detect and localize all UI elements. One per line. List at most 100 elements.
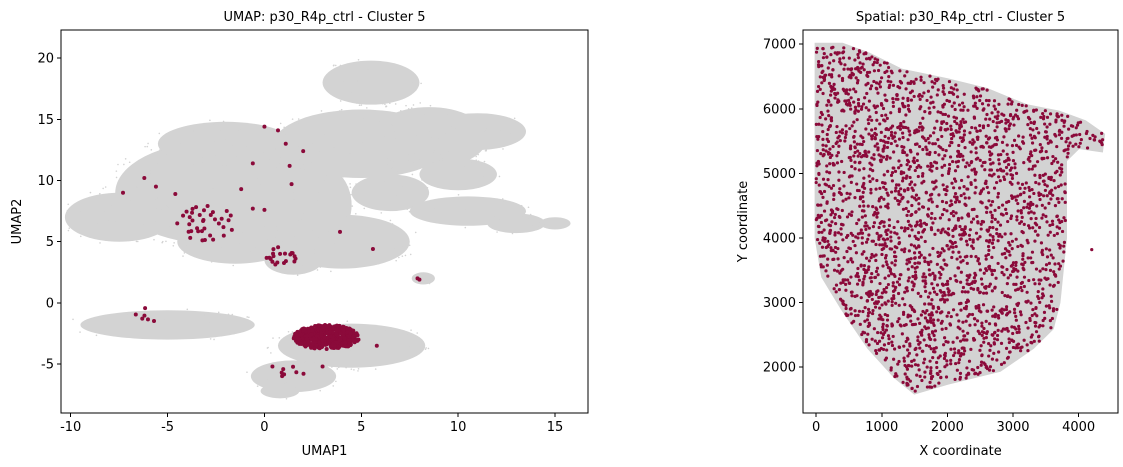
umap-background-point [291,136,294,138]
spatial-cluster5-point [902,344,906,348]
spatial-cluster5-point [826,66,830,70]
umap-background-point [141,220,144,223]
umap-background-point [92,329,95,331]
spatial-cluster5-point [910,364,914,368]
spatial-cluster5-point [1028,195,1032,199]
spatial-cluster5-point [987,99,991,103]
umap-background-point [311,141,314,144]
spatial-cluster5-point [893,245,897,249]
umap-background-point [414,142,417,145]
umap-background-point [107,200,110,203]
spatial-cluster5-point [883,301,887,305]
spatial-cluster5-point [901,135,905,140]
umap-background-point [414,200,416,202]
umap-background-point [333,243,336,246]
spatial-cluster5-point [1002,273,1006,277]
umap-background-point [131,327,133,330]
spatial-cluster5-point [1050,219,1055,223]
umap-background-point [401,186,403,188]
umap-background-point [279,396,282,398]
spatial-cluster5-point [977,306,981,310]
spatial-cluster5-point [1040,248,1044,252]
spatial-cluster5-point [954,244,958,249]
spatial-cluster5-point [1029,217,1033,221]
umap-background-point [196,245,198,247]
umap-background-point [358,227,360,229]
umap-background-point [524,213,526,216]
spatial-cluster5-point [855,271,860,276]
spatial-cluster5-point [881,139,886,143]
spatial-cluster5-point [829,116,834,120]
spatial-cluster5-point [912,80,916,84]
spatial-cluster5-point [973,191,977,195]
spatial-cluster5-point [945,121,949,126]
spatial-cluster5-point [1009,214,1014,218]
spatial-cluster5-point [1006,329,1010,333]
spatial-cluster5-point [849,290,854,294]
spatial-cluster5-point [858,197,863,201]
umap-background-point [327,88,329,91]
spatial-cluster5-point [1014,318,1018,322]
spatial-cluster5-point [853,243,857,248]
spatial-cluster5-point [971,246,975,250]
spatial-cluster5-point [974,306,978,310]
umap-background-point [197,220,199,222]
spatial-cluster5-point [1029,150,1033,154]
spatial-cluster5-point [929,216,933,220]
umap-background-point [420,159,422,161]
spatial-cluster5-point [842,67,846,71]
umap-background-point [207,163,209,166]
umap-background-point [465,142,467,145]
umap-background-point [452,116,454,119]
spatial-cluster5-point [859,228,863,232]
spatial-cluster5-point [987,322,992,326]
umap-background-point [318,237,320,239]
spatial-cluster5-point [995,358,999,362]
spatial-cluster5-point [869,256,873,260]
spatial-cluster5-point [969,182,973,187]
umap-background-point [194,210,197,213]
umap-background-point [496,231,498,233]
umap-background-point [279,122,282,125]
spatial-cluster5-point [1026,256,1030,260]
spatial-cluster5-point [914,210,918,214]
umap-background-point [331,145,334,148]
spatial-cluster5-point [884,127,888,131]
spatial-cluster5-point [926,164,930,168]
spatial-cluster5-point [836,151,840,155]
spatial-cluster5-point [849,257,853,261]
umap-background-point [497,141,500,143]
spatial-cluster5-point [1004,159,1008,163]
umap-background-point [398,256,400,259]
spatial-cluster5-point [1037,296,1041,301]
umap-background-point [280,214,283,216]
umap-background-point [553,227,555,229]
spatial-cluster5-point [996,314,1000,318]
spatial-cluster5-point [925,385,930,389]
spatial-cluster5-point [899,163,903,167]
spatial-cluster5-point [936,254,940,259]
spatial-cluster5-point [815,89,820,94]
spatial-cluster5-point [984,319,988,323]
umap-cluster5-point [271,247,276,252]
umap-background-point [194,327,197,330]
spatial-cluster5-point [1049,191,1053,195]
spatial-cluster5-point [958,371,963,375]
spatial-cluster5-point [993,322,997,326]
spatial-cluster5-point [814,122,818,126]
spatial-cluster5-point [847,156,851,160]
spatial-cluster5-point [859,264,863,268]
spatial-cluster5-point [950,136,954,141]
umap-background-point [454,135,457,137]
umap-background-point [147,224,150,227]
spatial-cluster5-point [904,365,909,369]
spatial-cluster5-point [1016,194,1020,198]
umap-background-point [256,385,259,387]
spatial-cluster5-point [999,341,1004,345]
spatial-cluster5-point [909,257,913,261]
umap-background-point [282,343,284,346]
spatial-cluster5-point [891,104,895,108]
umap-background-point [462,208,465,210]
spatial-cluster5-point [870,272,874,276]
spatial-cluster5-point [975,95,979,99]
